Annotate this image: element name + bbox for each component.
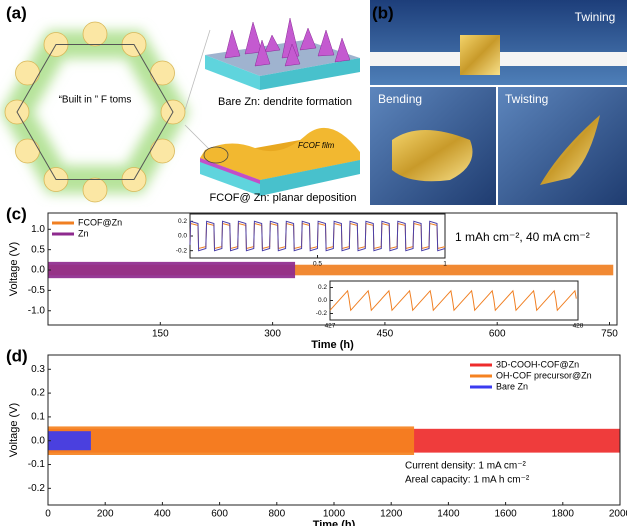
film-surface [200, 127, 360, 180]
annotation: 1 mAh cm⁻², 40 mA cm⁻² [455, 230, 590, 244]
y-axis-label: Voltage (V) [8, 242, 20, 296]
y-tick-label: 0.0 [31, 265, 45, 276]
voltage-band [48, 431, 91, 451]
slab-front [260, 160, 360, 196]
photo-label: Bending [378, 92, 422, 106]
x-tick-label: 600 [211, 509, 228, 520]
caption: Bare Zn: dendrite formation [218, 96, 352, 108]
legend-label: FCOF@Zn [78, 217, 122, 227]
legend-label: Bare Zn [496, 381, 528, 391]
y-tick-label: -0.1 [28, 459, 46, 470]
panel-b: Twining Bending Twisting (b) [370, 0, 627, 205]
y-tick-label: -0.2 [316, 310, 328, 317]
panel-label: (b) [372, 3, 394, 22]
caption: FCOF@ Zn: planar deposition [210, 192, 357, 204]
y-tick-label: 0.2 [318, 284, 327, 291]
slab-side [205, 55, 260, 90]
ring-text: “Built in ” F toms [59, 95, 132, 106]
y-tick-label: 0.0 [31, 435, 45, 446]
panel-label: (d) [6, 346, 28, 365]
x-tick-label: 600 [489, 329, 506, 340]
x-tick-label: 150 [152, 329, 169, 340]
x-tick-label: 750 [601, 329, 618, 340]
x-tick-label: 1 [443, 261, 447, 268]
legend-label: OH-COF precursor@Zn [496, 370, 592, 380]
x-tick-label: 427 [325, 323, 336, 330]
film [540, 115, 600, 185]
film-label: FCOF film [298, 141, 335, 150]
film [392, 130, 473, 182]
x-tick-label: 400 [154, 509, 171, 520]
x-axis-label: Time (h) [313, 519, 356, 526]
y-tick-label: 0.0 [178, 233, 187, 240]
dendrites [224, 17, 351, 67]
voltage-band [48, 261, 296, 279]
photo [498, 87, 627, 205]
x-axis-label: Time (h) [311, 339, 354, 351]
photo-label: Twisting [505, 92, 548, 106]
connector [184, 29, 211, 111]
x-tick-label: 1200 [380, 509, 403, 520]
inset-frame [329, 280, 579, 321]
zoom-circle [203, 146, 229, 164]
x-tick-label: 300 [264, 329, 281, 340]
y-tick-label: 0.5 [31, 244, 45, 255]
voltage-band [48, 264, 614, 276]
connector [184, 124, 211, 151]
ring-bonds [16, 44, 174, 180]
x-tick-label: 1600 [494, 509, 517, 520]
x-tick-label: 800 [268, 509, 285, 520]
annotation: Areal capacity: 1 mA h cm⁻² [405, 475, 530, 486]
y-tick-label: 1.0 [31, 224, 45, 235]
plot-frame [47, 212, 618, 326]
x-tick-label: 450 [377, 329, 394, 340]
panel-label: (a) [6, 3, 27, 22]
x-tick-label: 428 [573, 323, 584, 330]
glow-ring [0, 30, 190, 194]
y-tick-label: -1.0 [28, 305, 46, 316]
y-tick-label: -0.2 [28, 483, 46, 494]
y-tick-label: 0.1 [31, 412, 45, 423]
panel-label: (c) [6, 204, 27, 223]
inset-waveform [189, 220, 446, 252]
x-tick-label: 1800 [552, 509, 575, 520]
slab-side [200, 162, 260, 196]
inset-waveform [329, 289, 577, 312]
photo-label: Twining [575, 10, 616, 24]
legend-label: 3D-COOH-COF@Zn [496, 359, 579, 369]
y-tick-label: 0.3 [31, 364, 45, 375]
x-tick-label: 1400 [437, 509, 460, 520]
voltage-band [48, 426, 415, 455]
y-tick-label: -0.2 [176, 247, 188, 254]
film [460, 35, 500, 75]
x-tick-label: 1000 [323, 509, 346, 520]
y-axis-label: Voltage (V) [8, 403, 20, 457]
y-tick-label: -0.5 [28, 285, 46, 296]
x-tick-label: 0.5 [313, 261, 322, 268]
y-tick-label: 0.2 [178, 218, 187, 225]
annotation: Current density: 1 mA cm⁻² [405, 461, 527, 472]
x-tick-label: 2000 [609, 509, 627, 520]
panel-a: (a) “Built in ” F toms Bare Zn: dendrite… [0, 3, 360, 204]
x-tick-label: 200 [97, 509, 114, 520]
y-tick-label: 0.2 [31, 388, 45, 399]
x-tick-label: 0 [45, 509, 51, 520]
slab-front [260, 58, 360, 90]
y-tick-label: 0.0 [318, 297, 327, 304]
legend-label: Zn [78, 228, 89, 238]
